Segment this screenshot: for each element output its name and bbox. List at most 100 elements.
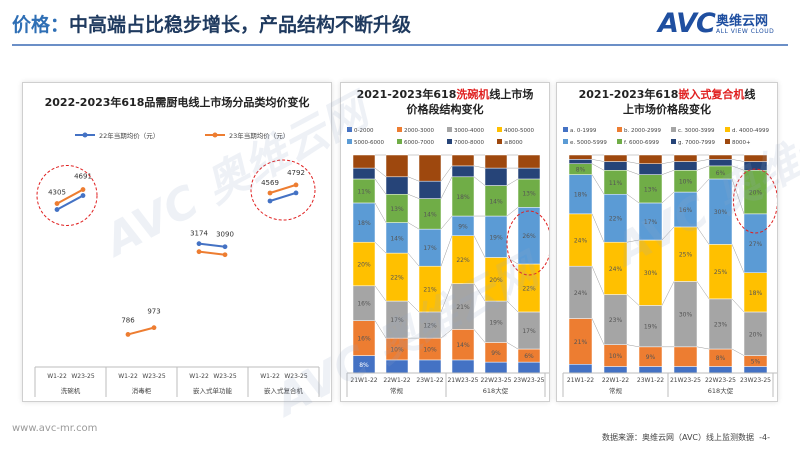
bar-segment <box>743 154 768 162</box>
connector-line <box>473 329 486 343</box>
connector-line <box>440 329 453 339</box>
segment-label: 17% <box>423 245 437 252</box>
segment-label: 12% <box>423 323 437 330</box>
bar-segment <box>568 154 593 160</box>
segment-label: 24% <box>574 290 588 297</box>
legend-swatch-1 <box>397 127 402 132</box>
page-title: 价格：中高端占比稳步增长，产品结构不断升级 <box>12 10 411 37</box>
bar-segment <box>418 154 442 182</box>
segment-label: 30% <box>714 209 728 216</box>
segment-label: 24% <box>609 266 623 273</box>
series-1-line <box>269 183 297 194</box>
segment-label: 9% <box>458 223 468 230</box>
connector-line <box>374 242 387 254</box>
connector-line <box>696 159 710 162</box>
series-0-point <box>267 198 273 204</box>
legend-label-4: e. 5000-5999 <box>570 140 607 146</box>
segment-label: 16% <box>679 207 693 214</box>
segment-label: 8% <box>716 355 726 362</box>
group-label: 618大促 <box>483 386 509 395</box>
legend-swatch-2 <box>447 127 452 132</box>
category-label: 22W23-25 <box>705 377 736 384</box>
series-1-line <box>127 326 155 336</box>
period-tick-label: W1-22 <box>189 373 209 380</box>
legend-marker-0 <box>82 132 88 138</box>
logo-en: ALL VIEW CLOUD <box>716 28 775 35</box>
segment-label: 23% <box>609 317 623 324</box>
data-label: 973 <box>147 308 160 316</box>
category-label: 22W1-22 <box>383 377 410 384</box>
connector-line <box>440 176 453 199</box>
segment-label: 22% <box>609 216 623 223</box>
series-0-line <box>198 242 226 248</box>
connector-line <box>473 283 486 302</box>
period-tick-label: W23-25 <box>71 373 95 380</box>
avg-price-title: 2022-2023年618品需厨电线上市场分品类均价变化 <box>44 96 310 109</box>
series-1-line <box>198 250 226 256</box>
legend-label-5: f. 6000-6999 <box>624 140 660 146</box>
connector-line <box>591 174 605 195</box>
group-label: 常规 <box>390 386 404 395</box>
page-title-prefix: 价格： <box>12 14 70 36</box>
segment-label: 20% <box>749 331 763 338</box>
series-1-point <box>80 187 86 192</box>
bar-segment <box>708 154 733 160</box>
legend-label-2: c. 3000-3999 <box>678 128 715 134</box>
category-label: 23W1-22 <box>637 377 664 384</box>
logo-cn: 奥维云网 <box>716 14 769 29</box>
period-tick-label: W1-22 <box>260 373 280 380</box>
connector-line <box>626 194 640 204</box>
segment-label: 9% <box>646 354 656 361</box>
connector-line <box>661 281 675 306</box>
group-label: 618大促 <box>708 386 734 395</box>
legend-swatch-7 <box>497 139 502 144</box>
data-label: 786 <box>121 316 135 324</box>
segment-label: 6% <box>716 170 726 177</box>
combo-chart: a. 0-1999 b. 2000-2999 c. 3000-3999 d. 4000… <box>562 127 777 397</box>
segment-label: 19% <box>489 234 503 241</box>
category-label: 22W1-22 <box>602 377 629 384</box>
series-0-point <box>196 241 202 247</box>
connector-line <box>696 165 710 171</box>
connector-line <box>440 215 453 230</box>
legend-label-3: 4000-5000 <box>504 128 534 134</box>
connector-line <box>440 165 453 182</box>
highlight-circle-combo <box>250 159 316 221</box>
segment-label: 30% <box>644 270 658 277</box>
bar-segment <box>352 167 376 180</box>
bar-segment <box>385 359 409 374</box>
category-label: 23W23-25 <box>513 377 544 384</box>
segment-label: 16% <box>357 301 371 308</box>
category-label: 21W1-22 <box>350 377 377 384</box>
bar-segment <box>484 154 508 169</box>
series-1-point <box>125 332 131 337</box>
segment-label: 13% <box>644 186 658 193</box>
bar-segment <box>673 366 698 374</box>
segment-label: 14% <box>390 235 404 242</box>
dishwasher-title-a: 2021-2023年618 <box>356 88 457 101</box>
segment-label: 22% <box>390 275 404 282</box>
combo-title-b: 嵌入式复合机 <box>678 88 745 101</box>
connector-line <box>506 257 519 265</box>
dishwasher-title: 2021-2023年618洗碗机线上市场 价格段结构变化 <box>341 87 549 117</box>
segment-label: 27% <box>749 241 763 248</box>
segment-label: 10% <box>390 347 404 354</box>
connector-line <box>731 244 745 273</box>
legend-label-1: b. 2000-2999 <box>624 128 661 134</box>
category-label: 嵌入式单功能 <box>193 386 233 395</box>
legend-label-2: 3000-4000 <box>454 128 484 134</box>
connector-line <box>506 300 519 313</box>
legend-swatch-4 <box>347 139 352 144</box>
connector-line <box>731 159 745 162</box>
connector-line <box>626 161 640 164</box>
footer-page: -4- <box>759 433 770 442</box>
bar-segment <box>673 154 698 162</box>
connector-line <box>591 213 605 243</box>
segment-label: 8% <box>576 167 586 174</box>
segment-label: 11% <box>357 188 371 195</box>
segment-label: 11% <box>609 180 623 187</box>
connector-line <box>473 165 486 169</box>
page-title-main: 中高端占比稳步增长，产品结构不断升级 <box>69 14 412 36</box>
data-label: 4569 <box>261 179 279 187</box>
segment-label: 14% <box>456 342 470 349</box>
